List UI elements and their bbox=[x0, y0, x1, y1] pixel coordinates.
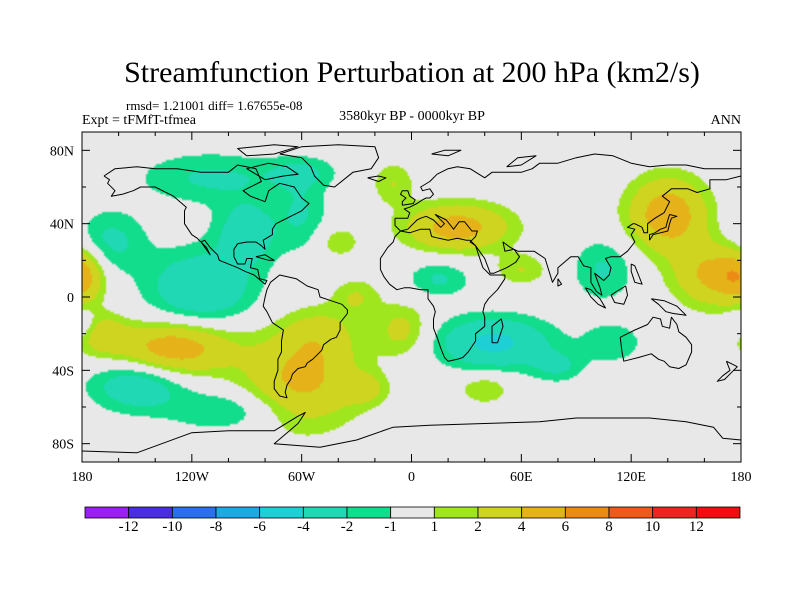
colorbar-swatch bbox=[477, 506, 523, 519]
coastline-eurasia bbox=[394, 153, 742, 296]
coastline-cuba bbox=[255, 254, 275, 261]
coastline-australia bbox=[619, 316, 693, 369]
experiment-label: Expt = tFMfT-tfmea bbox=[82, 113, 197, 128]
colorbar-label: -1 bbox=[384, 519, 397, 535]
x-tick-label: 120E bbox=[616, 470, 646, 485]
x-tick-label: 180 bbox=[72, 470, 93, 485]
coastline-novaya-zemlya bbox=[506, 155, 537, 168]
colorbar-label: -10 bbox=[162, 519, 182, 535]
period-label: 3580kyr BP - 0000kyr BP bbox=[339, 109, 485, 124]
coastline-north-america bbox=[103, 164, 310, 285]
colorbar-label: 8 bbox=[605, 519, 613, 535]
colorbar-swatch bbox=[128, 506, 173, 519]
colorbar-swatch bbox=[215, 506, 261, 519]
stats-label: rmsd= 1.21001 diff= 1.67655e-08 bbox=[126, 98, 303, 113]
coastline-antarctica bbox=[81, 412, 742, 454]
colorbar-swatch bbox=[302, 506, 348, 519]
colorbar-swatch bbox=[433, 506, 479, 519]
colorbar-label: 4 bbox=[518, 519, 526, 535]
x-tick-label: 0 bbox=[408, 470, 415, 485]
coastline-japan bbox=[649, 214, 678, 241]
colorbar-swatch bbox=[259, 506, 304, 519]
y-tick-label: 40S bbox=[52, 364, 74, 379]
coastline-baffin-island bbox=[246, 162, 299, 181]
colorbar-label: 2 bbox=[474, 519, 482, 535]
y-tick-label: 80S bbox=[52, 438, 74, 453]
x-tick-label: 60E bbox=[510, 470, 533, 485]
x-tick-label: 120W bbox=[175, 470, 210, 485]
colorbar-swatch bbox=[84, 506, 130, 519]
colorbar-swatch bbox=[346, 506, 392, 519]
colorbar: -12 -10 -8 -6 -4 -2 -1 1 2 4 6 8 10 12 bbox=[84, 506, 741, 535]
colorbar-label: 10 bbox=[645, 519, 660, 535]
colorbar-label: -12 bbox=[119, 519, 139, 535]
colorbar-label: -8 bbox=[210, 519, 223, 535]
y-tick-label: 0 bbox=[67, 291, 74, 306]
coastline-madagascar bbox=[491, 318, 504, 344]
coastline-africa bbox=[379, 228, 506, 362]
season-label: ANN bbox=[711, 113, 741, 128]
colorbar-swatch bbox=[390, 506, 435, 519]
colorbar-label: -4 bbox=[297, 519, 310, 535]
y-tick-label: 80N bbox=[50, 144, 74, 159]
coastline-new-guinea bbox=[650, 298, 687, 316]
x-axis: 180 120W 60W 0 60E 120E 180 bbox=[72, 132, 752, 485]
coastline-new-zealand bbox=[716, 360, 738, 382]
colorbar-swatch bbox=[608, 506, 654, 519]
coastline-greenland bbox=[279, 144, 380, 188]
colorbar-swatch bbox=[695, 506, 741, 519]
map-panel bbox=[81, 131, 742, 463]
coastlines bbox=[81, 144, 742, 454]
colorbar-label: 6 bbox=[562, 519, 570, 535]
coastline-ellesmere-island bbox=[237, 144, 299, 157]
colorbar-label: -2 bbox=[341, 519, 354, 535]
coastline-british-isles bbox=[400, 190, 416, 206]
colorbar-swatch bbox=[652, 506, 697, 519]
coastline-svalbard bbox=[431, 149, 462, 157]
colorbar-swatch bbox=[521, 506, 566, 519]
coastline-borneo bbox=[610, 285, 628, 305]
colorbar-label: 12 bbox=[689, 519, 704, 535]
coastline-iceland bbox=[367, 175, 387, 182]
coastline-indonesia bbox=[584, 287, 606, 309]
colorbar-swatch bbox=[171, 506, 217, 519]
y-axis: 80N 40N 0 40S 80S bbox=[50, 144, 741, 453]
colorbar-label: -6 bbox=[253, 519, 266, 535]
coastline-sri-lanka bbox=[557, 278, 563, 287]
colorbar-label: 1 bbox=[431, 519, 439, 535]
x-tick-label: 60W bbox=[288, 470, 316, 485]
chart-title: Streamfunction Perturbation at 200 hPa (… bbox=[124, 56, 700, 89]
x-tick-label: 180 bbox=[731, 470, 752, 485]
colorbar-swatch bbox=[564, 506, 610, 519]
anomaly-field bbox=[82, 132, 741, 462]
coastline-philippines bbox=[630, 263, 643, 285]
y-tick-label: 40N bbox=[50, 218, 74, 233]
coastline-south-america bbox=[262, 274, 348, 399]
